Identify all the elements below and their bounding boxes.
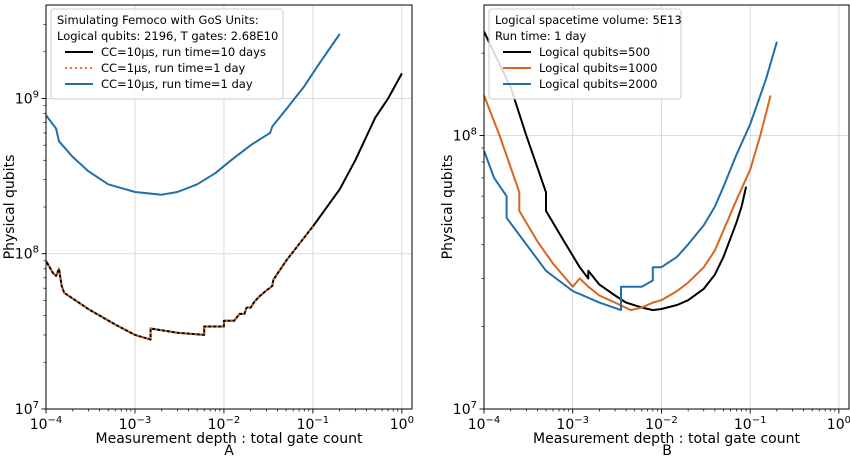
legend-header-line: Logical spacetime volume: 5E13: [495, 13, 682, 27]
legend-header-line: Simulating Femoco with GoS Units:: [57, 13, 259, 27]
legend: Logical spacetime volume: 5E13 Run time: …: [488, 8, 682, 100]
legend-entry-label: CC=1μs, run time=1 day: [101, 61, 246, 75]
panel-label: B: [662, 443, 672, 458]
x-tick-label: 10−2: [645, 415, 678, 433]
legend-entry-label: Logical qubits=1000: [539, 61, 657, 75]
x-axis-label: Measurement depth : total gate count: [533, 431, 800, 447]
y-tick-label: 107: [453, 400, 477, 418]
x-tick-label: 10−3: [119, 415, 152, 433]
legend-box: [488, 8, 682, 100]
legend-entry-label: CC=10μs, run time=10 days: [101, 45, 266, 59]
y-tick-label: 107: [15, 400, 39, 418]
y-axis-label: Physical qubits: [440, 155, 456, 260]
series-group: [46, 33, 403, 341]
chart-panel-b: 10−4 10−3 10−2 10−1 100 107 108 Measurement dep…: [440, 4, 850, 458]
legend-entry-label: CC=10μs, run time=1 day: [101, 77, 253, 91]
x-axis-label: Measurement depth : total gate count: [96, 431, 363, 447]
series-line-3: [484, 41, 778, 312]
chart-panel-a: 10−4 10−3 10−2 10−1 100 107 108 109 Measurement …: [2, 4, 414, 458]
series-group: [484, 31, 778, 312]
series-line-3: [46, 33, 341, 196]
y-tick-label: 108: [15, 245, 39, 263]
y-tick-label: 108: [453, 126, 477, 144]
legend-entry-label: Logical qubits=2000: [539, 77, 657, 91]
x-tick-label: 10−1: [297, 415, 330, 433]
plot-frame: [483, 4, 850, 410]
x-tick-label: 10−2: [208, 415, 241, 433]
x-tick-label: 10−4: [468, 415, 501, 433]
legend: Simulating Femoco with GoS Units: Logical…: [50, 8, 284, 100]
y-tick-label: 109: [15, 89, 39, 107]
legend-entry-label: Logical qubits=500: [539, 45, 650, 59]
x-tick-label: 10−4: [30, 415, 63, 433]
x-tick-label: 100: [827, 415, 850, 433]
series-line-2: [484, 95, 772, 312]
plot-frame: [45, 4, 413, 410]
x-tick-label: 100: [390, 415, 414, 433]
panel-label: A: [224, 443, 234, 458]
series-line-2: [46, 225, 314, 341]
legend-box: [50, 8, 284, 100]
legend-header-line: Run time: 1 day: [495, 29, 587, 43]
y-axis-label: Physical qubits: [2, 155, 18, 260]
legend-header-line: Logical qubits: 2196, T gates: 2.68E10: [57, 29, 278, 43]
series-line-1: [484, 31, 748, 312]
x-tick-label: 10−1: [734, 415, 767, 433]
x-tick-label: 10−3: [556, 415, 589, 433]
